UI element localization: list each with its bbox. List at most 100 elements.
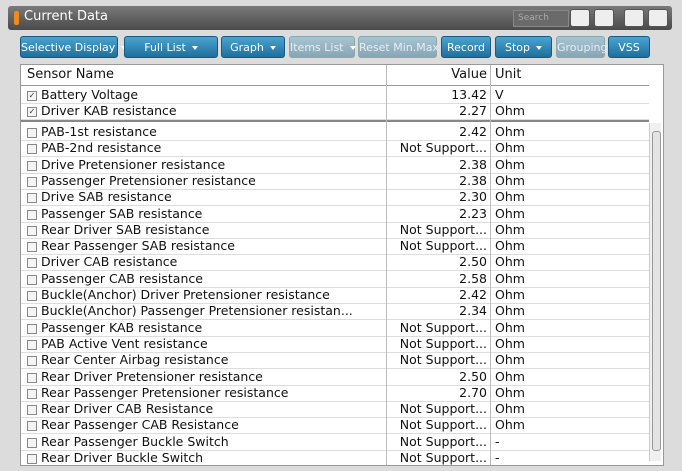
sensor-name: Rear Passenger SAB resistance — [41, 238, 235, 254]
checkbox[interactable] — [27, 323, 37, 334]
checkbox[interactable] — [27, 421, 37, 432]
checkbox[interactable] — [27, 274, 37, 285]
toolbar-button[interactable]: VSS — [608, 36, 650, 58]
table-row[interactable]: Passenger KAB resistance Not Support... Oh… — [21, 320, 649, 337]
checkbox[interactable] — [27, 225, 37, 236]
table-row[interactable]: PAB-1st resistance 2.42 Ohm — [21, 124, 649, 141]
checkbox[interactable] — [27, 258, 37, 269]
table-row[interactable]: Passenger Pretensioner resistance 2.38 Ohm — [21, 173, 649, 190]
sensor-value: 2.70 — [459, 384, 487, 400]
save-icon[interactable] — [624, 9, 644, 27]
header-cell[interactable]: Sensor Name — [27, 67, 115, 82]
checkbox[interactable] — [27, 209, 37, 220]
sensor-unit: Ohm — [495, 352, 525, 368]
table-row[interactable]: Rear Passenger SAB resistance Not Support… — [21, 238, 649, 256]
sensor-unit: Ohm — [495, 303, 525, 319]
sensor-name: Passenger CAB resistance — [41, 270, 203, 286]
checkbox[interactable] — [27, 242, 37, 253]
sensor-value: 2.27 — [459, 103, 487, 119]
table-row[interactable]: Rear Driver Buckle Switch Not Support... - — [21, 450, 649, 465]
toolbar-button: Grouping — [556, 36, 608, 58]
checkbox[interactable]: ✓ — [27, 91, 37, 101]
checkbox[interactable]: ✓ — [27, 107, 37, 118]
sensor-value: 2.38 — [459, 156, 487, 172]
checkbox[interactable] — [27, 160, 37, 171]
checkbox[interactable] — [27, 176, 37, 187]
pinned-separator — [21, 120, 649, 122]
table-row[interactable]: Rear Driver Pretensioner resistance 2.50 O… — [21, 369, 649, 386]
header-cell[interactable]: Unit — [495, 67, 522, 82]
table-row[interactable]: Buckle(Anchor) Driver Pretensioner resis… — [21, 287, 649, 304]
table-row[interactable]: Rear Driver CAB Resistance Not Support...… — [21, 401, 649, 419]
list-icon[interactable] — [594, 9, 614, 27]
header-cell[interactable]: Value — [451, 67, 487, 82]
sensor-value: Not Support... — [399, 417, 487, 433]
toolbar-button[interactable]: Graph — [221, 36, 285, 58]
toolbar: Selective Display Full List Graph Items Lis… — [20, 36, 660, 60]
checkbox[interactable] — [27, 291, 37, 301]
checkbox[interactable] — [27, 307, 37, 318]
button-label: Grouping — [557, 41, 608, 54]
checkbox[interactable] — [27, 405, 37, 416]
sensor-name: Rear Center Airbag resistance — [41, 352, 229, 368]
checkbox[interactable] — [27, 388, 37, 399]
sensor-value: Not Support... — [399, 238, 487, 254]
sensor-value: Not Support... — [399, 450, 487, 465]
table-row[interactable]: ✓ Battery Voltage 13.42 V — [21, 87, 649, 104]
menu-icon[interactable] — [648, 9, 668, 27]
search-icon[interactable] — [570, 9, 590, 27]
sensor-name: PAB-2nd resistance — [41, 140, 162, 156]
checkbox[interactable] — [27, 193, 37, 204]
sensor-unit: Ohm — [495, 140, 525, 156]
sensor-value: Not Support... — [399, 352, 487, 368]
toolbar-button[interactable]: Stop — [495, 36, 552, 58]
sensor-value: Not Support... — [399, 401, 487, 417]
checkbox[interactable] — [27, 372, 37, 383]
toolbar-button[interactable]: Record — [441, 36, 491, 58]
table-row[interactable]: PAB-2nd resistance Not Support... Ohm — [21, 140, 649, 158]
table-row[interactable]: Rear Driver SAB resistance Not Support...… — [21, 222, 649, 239]
table-row[interactable]: Passenger SAB resistance 2.23 Ohm — [21, 206, 649, 223]
table-row[interactable]: Buckle(Anchor) Passenger Pretensioner re… — [21, 303, 649, 321]
table-row[interactable]: Passenger CAB resistance 2.58 Ohm — [21, 271, 649, 288]
sensor-value: 2.23 — [459, 205, 487, 221]
checkbox[interactable] — [27, 437, 37, 448]
checkbox[interactable] — [27, 356, 37, 367]
toolbar-button[interactable]: Selective Display — [20, 36, 128, 58]
checkbox[interactable] — [27, 339, 37, 350]
scroll-thumb[interactable] — [652, 131, 661, 451]
sensor-name: Battery Voltage — [41, 87, 139, 102]
sensor-unit: Ohm — [495, 417, 525, 433]
scrollbar[interactable] — [649, 123, 661, 461]
sensor-unit: Ohm — [495, 401, 525, 417]
toolbar-button[interactable]: Full List — [124, 36, 218, 58]
sensor-unit: Ohm — [495, 238, 525, 254]
dropdown-arrow — [269, 46, 276, 50]
sensor-unit: Ohm — [495, 368, 525, 384]
sensor-unit: Ohm — [495, 287, 525, 302]
table-row[interactable]: PAB Active Vent resistance Not Support...… — [21, 336, 649, 353]
table-row[interactable]: Rear Passenger CAB Resistance Not Support… — [21, 417, 649, 435]
sensor-value: Not Support... — [399, 221, 487, 237]
data-table: Sensor Name Value Unit ✓ Battery Voltage 13.4… — [20, 64, 664, 466]
sensor-name: Passenger SAB resistance — [41, 205, 203, 221]
checkbox[interactable] — [27, 454, 37, 464]
button-label: Reset Min.Max — [359, 41, 439, 54]
table-row[interactable]: ✓ Driver KAB resistance 2.27 Ohm — [21, 103, 649, 121]
button-label: Stop — [504, 41, 530, 54]
sensor-unit: Ohm — [495, 189, 525, 205]
table-row[interactable]: Drive SAB resistance 2.30 Ohm — [21, 189, 649, 207]
table-row[interactable]: Rear Passenger Pretensioner resistance 2.… — [21, 385, 649, 402]
toolbar-button: Reset Min.Max — [358, 36, 439, 58]
sensor-name: Buckle(Anchor) Passenger Pretensioner re… — [41, 303, 353, 319]
sensor-name: Passenger Pretensioner resistance — [41, 172, 256, 188]
checkbox[interactable] — [27, 128, 37, 138]
sensor-value: 2.58 — [459, 270, 487, 286]
search-box[interactable]: Search — [513, 10, 569, 27]
table-row[interactable]: Rear Passenger Buckle Switch Not Support.… — [21, 434, 649, 451]
table-row[interactable]: Drive Pretensioner resistance 2.38 Ohm — [21, 157, 649, 174]
checkbox[interactable] — [27, 144, 37, 155]
table-row[interactable]: Rear Center Airbag resistance Not Support… — [21, 352, 649, 370]
table-row[interactable]: Driver CAB resistance 2.50 Ohm — [21, 254, 649, 272]
dropdown-arrow — [349, 46, 356, 50]
